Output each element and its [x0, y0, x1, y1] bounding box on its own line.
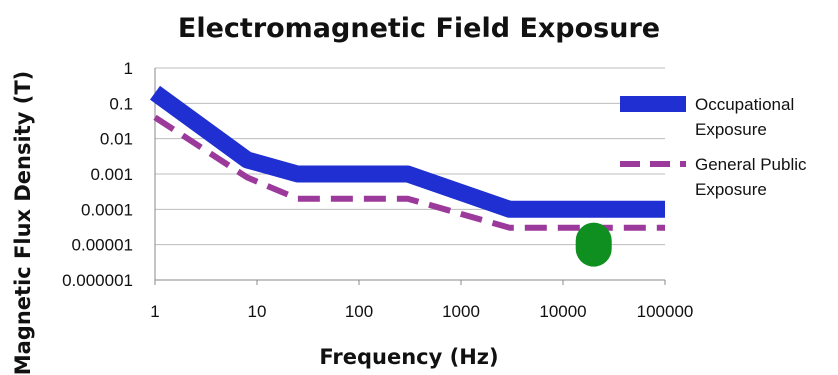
y-tick-label: 0.01 [100, 130, 133, 149]
x-tick-label: 10 [248, 302, 267, 321]
chart-title: Electromagnetic Field Exposure [178, 13, 660, 44]
y-tick-label: 0.1 [109, 94, 133, 113]
y-tick-label: 0.00001 [72, 236, 133, 255]
y-tick-label: 1 [124, 59, 133, 78]
x-tick-label: 100000 [637, 302, 694, 321]
x-axis-ticks: 1 10 100 1000 10000 100000 [150, 302, 693, 321]
x-tick-label: 100 [345, 302, 373, 321]
legend-label-general-public: General Public Exposure [695, 155, 807, 199]
x-tick-label: 1 [150, 302, 159, 321]
x-axis-title: Frequency (Hz) [319, 345, 498, 369]
y-axis-ticks: 1 0.1 0.01 0.001 0.0001 0.00001 0.000001 [62, 59, 133, 290]
legend-label-occupational: Occupational Exposure [695, 95, 794, 139]
x-tick-label: 1000 [442, 302, 480, 321]
y-tick-label: 0.0001 [81, 200, 133, 219]
y-tick-label: 0.000001 [62, 271, 133, 290]
legend: Occupational Exposure General Public Exposu… [620, 95, 807, 199]
series-line-occupational [149, 85, 665, 218]
y-axis-title: Magnetic Flux Density (T) [11, 71, 35, 375]
series-line-general-public [153, 114, 665, 231]
x-tick-label: 10000 [539, 302, 586, 321]
markers [575, 222, 612, 267]
y-tick-label: 0.001 [90, 165, 133, 184]
marker-point [575, 222, 612, 267]
series-area [149, 85, 665, 231]
